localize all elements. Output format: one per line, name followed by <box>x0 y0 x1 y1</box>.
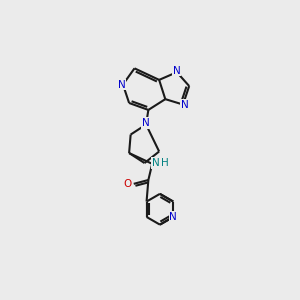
Text: N: N <box>118 80 125 89</box>
Text: N: N <box>142 118 150 128</box>
Text: N: N <box>181 100 188 110</box>
Text: H: H <box>161 158 169 168</box>
Text: N: N <box>169 212 177 222</box>
Text: N: N <box>173 66 181 76</box>
Text: N: N <box>152 158 160 168</box>
Text: O: O <box>123 179 131 189</box>
